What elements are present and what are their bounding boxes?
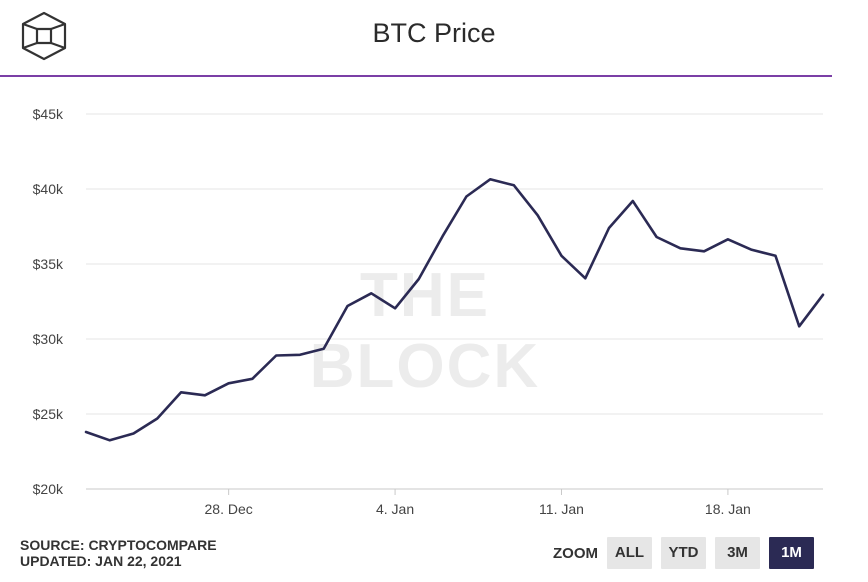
x-axis: 28. Dec 4. Jan 11. Jan 18. Jan: [86, 488, 823, 517]
header-divider: [0, 75, 832, 77]
updated-text: UPDATED: JAN 22, 2021: [20, 553, 182, 569]
source-note: SOURCE: CRYPTOCOMPARE UPDATED: JAN 22, 2…: [20, 537, 217, 569]
zoom-ytd-button[interactable]: YTD: [661, 537, 706, 569]
the-block-cube-icon: [21, 11, 67, 61]
series-layer: [84, 178, 825, 442]
zoom-all-button[interactable]: ALL: [607, 537, 652, 569]
y-tick-label: $30k: [33, 331, 64, 347]
grid-lines: [86, 113, 823, 415]
btc-price-line: [84, 178, 825, 442]
x-tick-label: 4. Jan: [376, 501, 414, 517]
chart-header: BTC Price: [0, 0, 868, 76]
y-tick-label: $25k: [33, 406, 64, 422]
watermark: THE BLOCK: [309, 261, 541, 401]
zoom-3m-button[interactable]: 3M: [715, 537, 760, 569]
x-tick-label: 28. Dec: [205, 501, 253, 517]
y-tick-label: $45k: [33, 106, 64, 122]
chart-title: BTC Price: [372, 18, 496, 48]
y-tick-label: $35k: [33, 256, 64, 272]
y-tick-label: $20k: [33, 481, 64, 497]
y-tick-label: $40k: [33, 181, 64, 197]
y-axis-labels: $45k $40k $35k $30k $25k $20k: [33, 106, 64, 497]
zoom-1m-button[interactable]: 1M: [769, 537, 814, 569]
source-text: SOURCE: CRYPTOCOMPARE: [20, 537, 217, 553]
price-chart: $45k $40k $35k $30k $25k $20k 28. Dec 4. Jan 11…: [33, 106, 825, 517]
x-tick-label: 18. Jan: [705, 501, 751, 517]
zoom-controls: ZOOM ALL YTD 3M 1M: [553, 537, 823, 569]
zoom-label: ZOOM: [553, 544, 598, 562]
x-tick-label: 11. Jan: [539, 501, 584, 517]
